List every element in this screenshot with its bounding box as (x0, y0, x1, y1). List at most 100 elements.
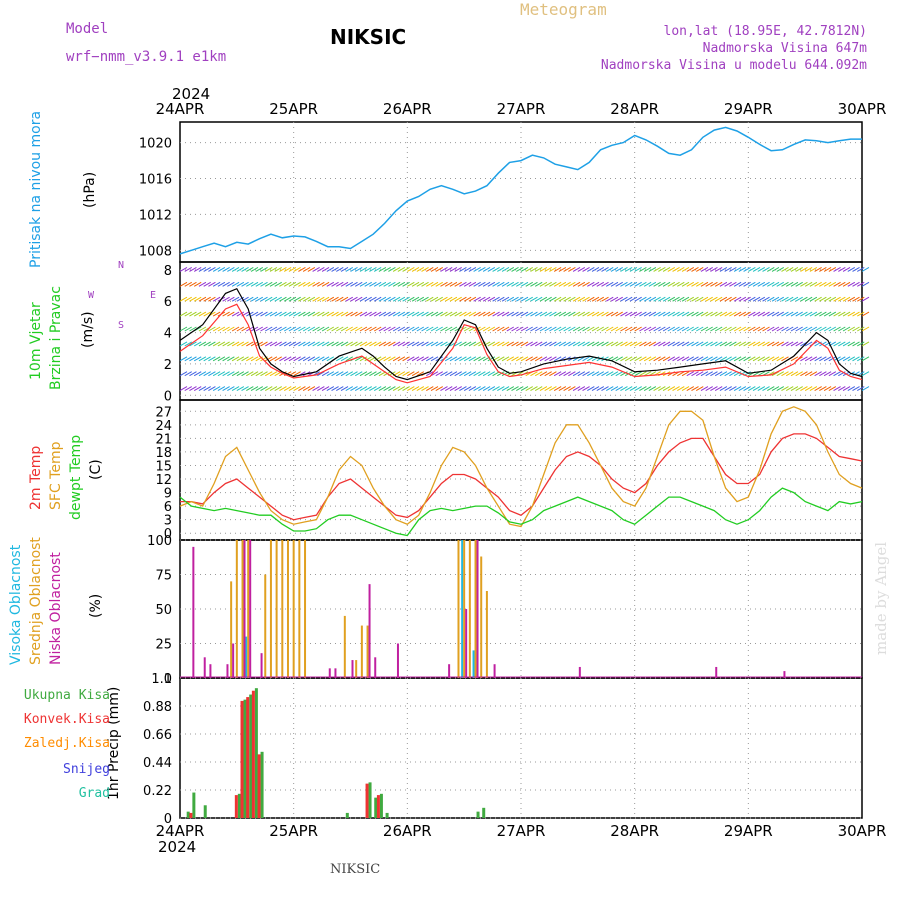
wind-barb (814, 281, 822, 287)
wind-barb (729, 296, 737, 302)
wind-barb (828, 371, 837, 377)
wind-barb (189, 296, 197, 302)
wind-barb (511, 281, 519, 287)
wind-barb (677, 356, 685, 362)
wind-barb (620, 326, 628, 332)
wind-barb (354, 311, 363, 317)
wind-barb (321, 356, 330, 362)
wind-barb (724, 281, 732, 287)
wind-barb (468, 371, 477, 377)
wind-barb (757, 311, 766, 317)
wind-barb (473, 386, 481, 392)
wind-barb (648, 341, 657, 347)
wind-barb (354, 326, 363, 332)
wind-barb (321, 371, 330, 377)
wind-barb (217, 356, 226, 362)
wind-barb (842, 266, 851, 272)
wind-barb (336, 326, 344, 332)
wind-barb (814, 356, 822, 362)
wind-barb (549, 386, 557, 392)
wind-barb (539, 311, 548, 317)
total-precip-bar (379, 793, 383, 818)
y-tick-label: 27 (155, 405, 172, 420)
wind-barb (454, 356, 462, 362)
wind-barb (568, 326, 576, 332)
wind-barb (416, 281, 425, 287)
x-tick-label-top: 29APR (724, 100, 773, 118)
wind-barb (340, 356, 349, 362)
wind-barb (781, 356, 789, 362)
wind-barb (710, 341, 718, 347)
wind-barb (208, 281, 216, 287)
wind-barb (596, 266, 605, 272)
y-tick-label: 0.66 (143, 728, 172, 743)
wind-barb (255, 281, 264, 287)
wind-barb (203, 266, 211, 272)
wind-barb (587, 266, 595, 272)
wind-barb (354, 281, 363, 287)
wind-barb (407, 356, 415, 362)
wind-barb (378, 326, 387, 332)
wind-barb (198, 266, 207, 272)
wind-barb (317, 386, 325, 392)
wind-barb (492, 326, 500, 332)
wind-barb (302, 356, 311, 362)
wind-barb (814, 371, 822, 377)
wind-barb (672, 356, 680, 362)
wind-barb (354, 266, 363, 272)
wind-barb (748, 311, 756, 317)
wind-barb (572, 326, 581, 332)
wind-barb (222, 311, 230, 317)
wind-barb (568, 371, 576, 377)
wind-barb (572, 296, 581, 302)
wind-barb (861, 356, 870, 362)
wind-barb (184, 371, 192, 377)
wind-barb (511, 356, 519, 362)
y-tick-label: 21 (155, 432, 172, 447)
wind-barb (430, 356, 439, 362)
model-label: Model (66, 21, 109, 37)
wind-barb (487, 371, 496, 377)
wind-barb (506, 266, 515, 272)
wind-barb (487, 311, 496, 317)
wind-barb (838, 281, 846, 287)
wind-barb (814, 296, 822, 302)
wind-barb (288, 311, 297, 317)
wind-barb (748, 356, 756, 362)
wind-barb (719, 326, 728, 332)
wind-barb (776, 281, 784, 287)
wind-barb (582, 386, 590, 392)
wind-barb (459, 371, 467, 377)
wind-barb (426, 311, 434, 317)
wind-barb (681, 341, 690, 347)
wind-barb (369, 386, 377, 392)
wind-barb (686, 326, 695, 332)
wind-barb (231, 296, 240, 302)
wind-barb (686, 281, 695, 287)
wind-barb (482, 311, 491, 317)
wind-barb (426, 356, 434, 362)
wind-barb (828, 356, 837, 362)
wind-barb (402, 371, 410, 377)
wind-barb (553, 281, 562, 287)
wind-barb (714, 371, 723, 377)
wind-barb (610, 371, 619, 377)
wind-barb (416, 341, 425, 347)
wind-barb (620, 341, 628, 347)
wind-barb (653, 296, 661, 302)
wind-barb (231, 311, 240, 317)
wind-barb (222, 386, 230, 392)
wind-barb (340, 371, 349, 377)
wind-barb (591, 386, 600, 392)
wind-barb (279, 386, 287, 392)
wind-barb (421, 281, 429, 287)
wind-barb (392, 326, 401, 332)
wind-barb (440, 296, 448, 302)
wind-barb (241, 266, 249, 272)
wind-barb (212, 266, 221, 272)
total-precip-bar (482, 807, 486, 818)
wind-barb (762, 266, 770, 272)
wind-barb (549, 356, 557, 362)
wind-barb (435, 311, 443, 317)
total-precip-bar (374, 797, 378, 818)
